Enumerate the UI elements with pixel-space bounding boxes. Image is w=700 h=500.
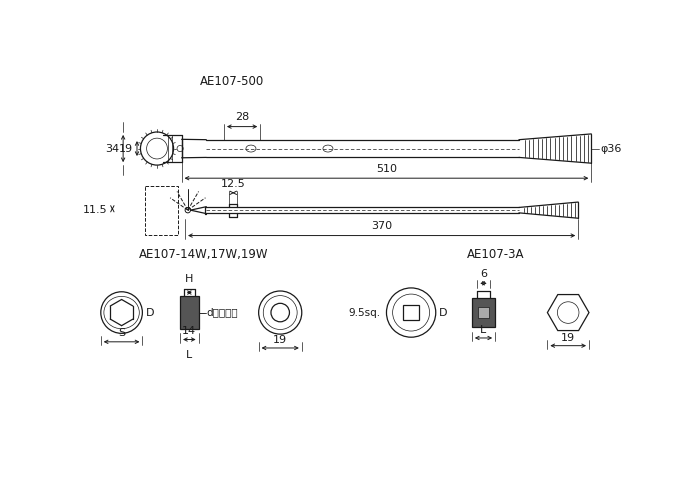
Bar [472,298,495,327]
Text: 370: 370 [371,221,392,231]
Text: L: L [480,325,486,335]
Text: 19: 19 [561,332,575,342]
Text: L: L [186,350,193,360]
Text: AE107-500: AE107-500 [199,75,264,88]
Text: 14: 14 [182,326,197,336]
Text: 11.5: 11.5 [83,205,108,215]
Text: AE107-14W,17W,19W: AE107-14W,17W,19W [139,248,268,260]
Text: d（内径）: d（内径） [206,308,238,318]
Bar [478,307,489,318]
Text: 28: 28 [235,112,249,122]
Text: φ36: φ36 [601,144,622,154]
Text: S: S [118,328,125,338]
Text: AE107-3A: AE107-3A [467,248,524,260]
Text: 9.5sq.: 9.5sq. [348,308,380,318]
Text: 510: 510 [376,164,397,173]
Text: 19: 19 [273,335,287,345]
Text: D: D [439,308,447,318]
Bar [180,296,199,328]
Text: 6: 6 [480,270,487,280]
Text: 34: 34 [105,144,119,154]
Text: 19: 19 [119,144,133,154]
Bar [403,305,419,320]
Text: H: H [186,274,193,284]
Text: D: D [146,308,154,318]
Text: 12.5: 12.5 [221,179,246,189]
